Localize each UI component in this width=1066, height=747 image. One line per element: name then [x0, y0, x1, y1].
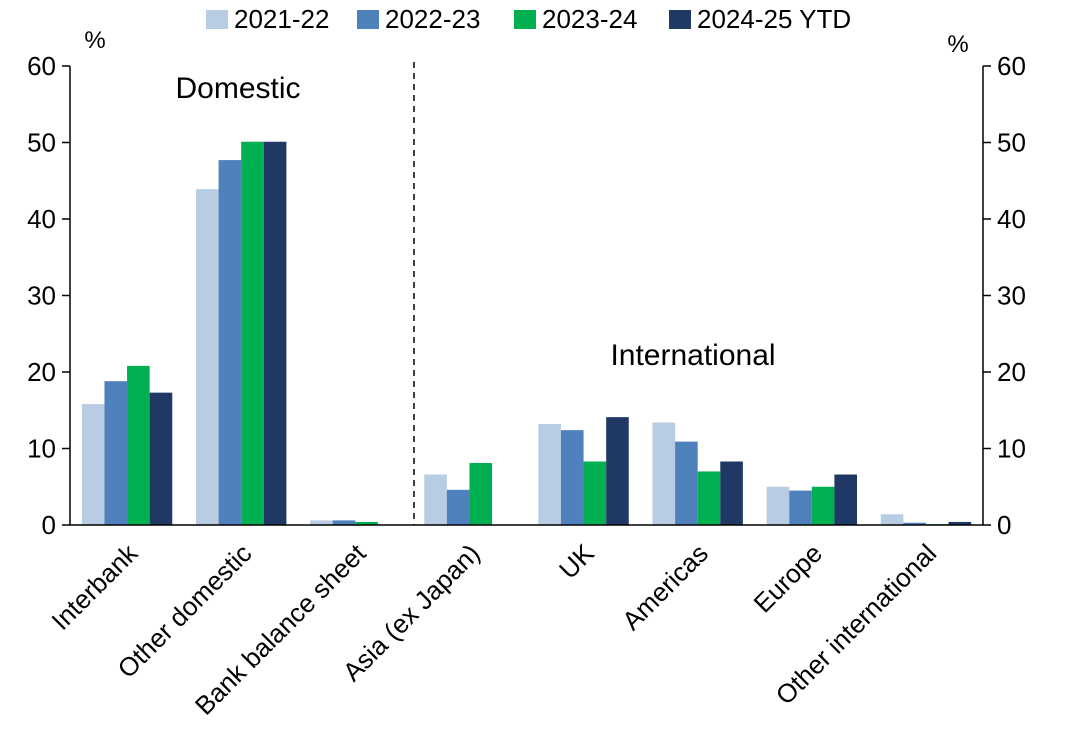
category-label: Europe: [748, 538, 828, 618]
bar-2022-23-other-domestic: [218, 160, 242, 525]
bar-2022-23-europe: [789, 490, 812, 525]
right-axis-unit-label: %: [947, 31, 968, 58]
left-tick-label: 50: [27, 128, 56, 158]
bar-2021-22-other-international: [880, 514, 904, 525]
annotation-domestic: Domestic: [175, 72, 300, 105]
right-tick-label: 20: [997, 357, 1026, 387]
legend: 2021-22 2022-23 2023-24 2024-25 YTD: [206, 4, 851, 34]
bar-2021-22-bank-balance-sheet: [310, 520, 333, 525]
right-tick-label: 30: [997, 281, 1026, 311]
category-label: Americas: [616, 538, 714, 636]
bar-2021-22-americas: [652, 422, 676, 525]
bar-2023-24-americas: [697, 471, 721, 525]
left-tick-label: 60: [27, 51, 56, 81]
bar-2022-23-interbank: [104, 381, 128, 525]
bar-2024-25-ytd-other-international: [948, 521, 972, 525]
bar-2023-24-bank-balance-sheet: [355, 521, 378, 525]
legend-label: 2023-24: [542, 4, 637, 34]
bar-2024-25-ytd-uk: [606, 417, 629, 525]
bar-2021-22-europe: [766, 486, 790, 525]
right-tick-label: 0: [997, 510, 1011, 540]
bar-2022-23-americas: [675, 441, 698, 525]
bar-2021-22-uk: [538, 424, 561, 525]
bar-2021-22-asia-ex-japan-: [424, 474, 447, 525]
legend-label: 2021-22: [234, 4, 329, 34]
left-tick-label: 0: [42, 510, 56, 540]
legend-swatch: [669, 10, 691, 29]
legend-swatch: [514, 10, 536, 29]
legend-swatch: [357, 10, 379, 29]
legend-label: 2024-25 YTD: [697, 4, 851, 34]
bar-2023-24-uk: [583, 461, 607, 525]
left-tick-label: 20: [27, 357, 56, 387]
bars: [81, 141, 972, 526]
left-y-axis: 0 10 20 30 40 50 60: [27, 51, 71, 540]
left-tick-label: 10: [27, 434, 56, 464]
right-tick-label: 50: [997, 128, 1026, 158]
right-y-axis: 0 10 20 30 40 50 60: [982, 51, 1026, 540]
right-tick-label: 10: [997, 434, 1026, 464]
bar-2022-23-asia-ex-japan-: [446, 489, 470, 525]
category-label: Interbank: [45, 537, 144, 636]
left-tick-label: 40: [27, 204, 56, 234]
bar-2024-25-ytd-interbank: [149, 392, 173, 525]
bar-2024-25-ytd-europe: [834, 474, 858, 525]
bar-2022-23-bank-balance-sheet: [332, 520, 356, 525]
bar-2022-23-uk: [560, 430, 584, 525]
category-label: UK: [553, 538, 600, 585]
left-tick-label: 30: [27, 281, 56, 311]
bar-2024-25-ytd-other-domestic: [263, 141, 287, 526]
bar-2021-22-interbank: [81, 404, 105, 525]
bar-2023-24-other-domestic: [241, 141, 264, 526]
legend-swatch: [206, 10, 228, 29]
bar-2023-24-europe: [811, 486, 835, 525]
bar-2021-22-other-domestic: [195, 189, 219, 526]
right-tick-label: 60: [997, 51, 1026, 81]
legend-label: 2022-23: [385, 4, 480, 34]
annotation-international: International: [610, 339, 775, 372]
bar-2023-24-asia-ex-japan-: [469, 463, 493, 525]
right-tick-label: 40: [997, 204, 1026, 234]
bar-2022-23-other-international: [903, 522, 926, 525]
left-axis-unit-label: %: [84, 27, 105, 54]
bar-2024-25-ytd-americas: [720, 461, 743, 525]
bar-2023-24-interbank: [127, 365, 150, 525]
